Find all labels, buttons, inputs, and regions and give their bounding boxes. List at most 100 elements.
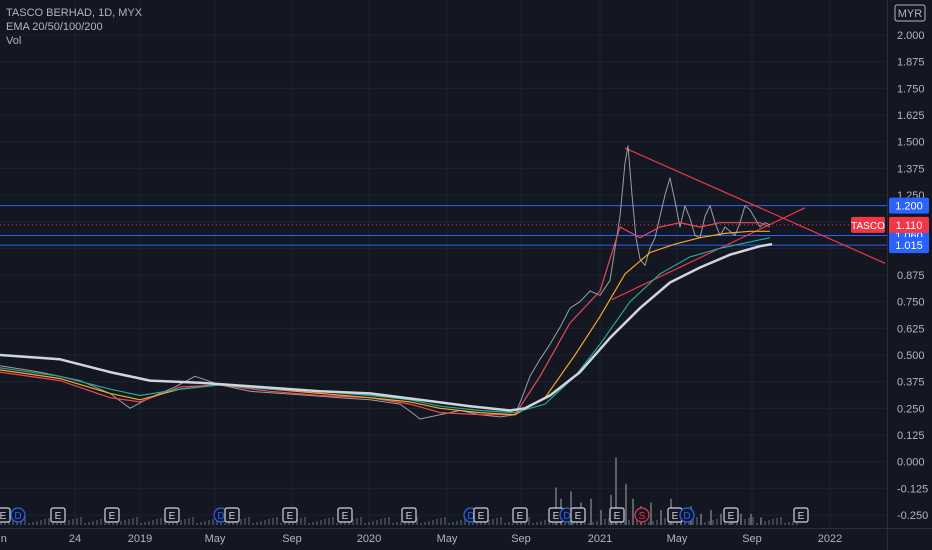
volume-bar (428, 521, 430, 525)
volume-bar (0, 523, 2, 525)
volume-bar (500, 517, 502, 525)
volume-bar (112, 523, 114, 525)
volume-bar (744, 519, 746, 525)
ema200-line (0, 242, 773, 412)
level-price-label (889, 197, 929, 214)
volume-bar (440, 518, 442, 525)
volume-bar (332, 517, 334, 525)
volume-bar (168, 523, 170, 525)
volume-bar (464, 519, 466, 525)
volume-bar (260, 521, 262, 525)
volume-title[interactable]: Vol (6, 35, 22, 47)
time-axis[interactable]: Jun 24 2019 May Sep 2020 May Sep 2021 May Sep 2022 (0, 528, 932, 546)
marker-label: D (683, 511, 690, 522)
x-tick-label: May (205, 533, 226, 545)
x-tick-label: Sep (282, 533, 302, 545)
y-tick-label: 1.875 (897, 57, 925, 69)
volume-bar (152, 520, 154, 525)
y-tick-label: 2.000 (897, 30, 925, 42)
volume-bar (208, 520, 210, 525)
volume-bar (72, 519, 74, 525)
volume-bar (124, 520, 126, 525)
volume-bar (24, 517, 26, 525)
event-marker-d[interactable]: D (10, 507, 26, 523)
price-axis[interactable]: 2.0001.8751.7501.6251.5001.3751.2501.125… (887, 0, 929, 550)
volume-bar (696, 517, 698, 525)
volume-bar (648, 522, 650, 525)
volume-bar (676, 522, 678, 525)
volume-bar (615, 457, 617, 525)
volume-bar (555, 487, 557, 525)
marker-label: E (614, 511, 621, 522)
volume-bar (200, 522, 202, 525)
volume-bar (764, 521, 766, 525)
current-price-label (889, 216, 929, 233)
marker-shape (401, 507, 417, 523)
marker-label: E (342, 511, 349, 522)
volume-bar (116, 522, 118, 525)
volume-bar (740, 513, 742, 525)
marker-shape (50, 507, 66, 523)
volume-bar (12, 520, 14, 525)
event-marker-e[interactable]: E (224, 507, 240, 523)
x-tick-label: 2021 (588, 533, 612, 545)
event-marker-e[interactable]: E (723, 507, 739, 523)
volume-bar (328, 518, 330, 525)
y-tick-label: 0.500 (897, 350, 925, 362)
volume-bar (280, 523, 282, 525)
volume-bar (340, 522, 342, 525)
ema50-line (0, 230, 770, 416)
marker-label: E (728, 511, 735, 522)
event-marker-e[interactable]: E (609, 507, 625, 523)
volume-bar (92, 521, 94, 525)
volume-bar (656, 520, 658, 525)
chart-legend: TASCO BERHAD, 1D, MYX EMA 20/50/100/200 … (6, 6, 142, 48)
y-tick-label: -0.250 (897, 510, 928, 522)
volume-bar (284, 522, 286, 525)
volume-bar (172, 522, 174, 525)
symbol-title[interactable]: TASCO BERHAD, 1D, MYX (6, 7, 143, 19)
event-marker-e[interactable]: E (104, 507, 120, 523)
volume-bar (776, 518, 778, 525)
volume-bar (184, 519, 186, 525)
event-marker-e[interactable]: E (282, 507, 298, 523)
indicator-title[interactable]: EMA 20/50/100/200 (6, 21, 103, 33)
volume-bar (376, 520, 378, 525)
volume-bar (592, 522, 594, 525)
volume-bar (732, 522, 734, 525)
volume-bar (80, 517, 82, 525)
marker-shape (679, 507, 695, 523)
event-marker-e[interactable]: E (50, 507, 66, 523)
event-marker-e[interactable]: E (337, 507, 353, 523)
volume-bar (590, 498, 592, 525)
volume-bar (608, 518, 610, 525)
event-marker-e[interactable]: E (512, 507, 528, 523)
volume-bar (264, 520, 266, 525)
event-marker-e[interactable]: E (570, 507, 586, 523)
volume-bar (636, 518, 638, 525)
volume-bar (84, 523, 86, 525)
volume-bar (508, 522, 510, 525)
volume-bar (100, 519, 102, 525)
event-marker-e[interactable]: E (164, 507, 180, 523)
plot-background (0, 0, 887, 528)
volume-bar (32, 522, 34, 525)
volume-bar (768, 520, 770, 525)
event-marker-s[interactable]: S (634, 507, 650, 523)
volume-bar (344, 521, 346, 525)
event-marker-e[interactable]: E (473, 507, 489, 523)
event-marker-e[interactable]: E (0, 507, 11, 523)
marker-label: D (467, 511, 474, 522)
y-tick-label: 0.125 (897, 430, 925, 442)
event-marker-e[interactable]: E (793, 507, 809, 523)
marker-label: D (14, 511, 21, 522)
trendline (611, 207, 806, 301)
marker-shape (104, 507, 120, 523)
event-marker-e[interactable]: E (401, 507, 417, 523)
event-marker-d[interactable]: D (679, 507, 695, 523)
volume-bar (204, 521, 206, 525)
grid (0, 0, 887, 528)
volume-bar (320, 520, 322, 525)
volume-bar (660, 510, 662, 525)
